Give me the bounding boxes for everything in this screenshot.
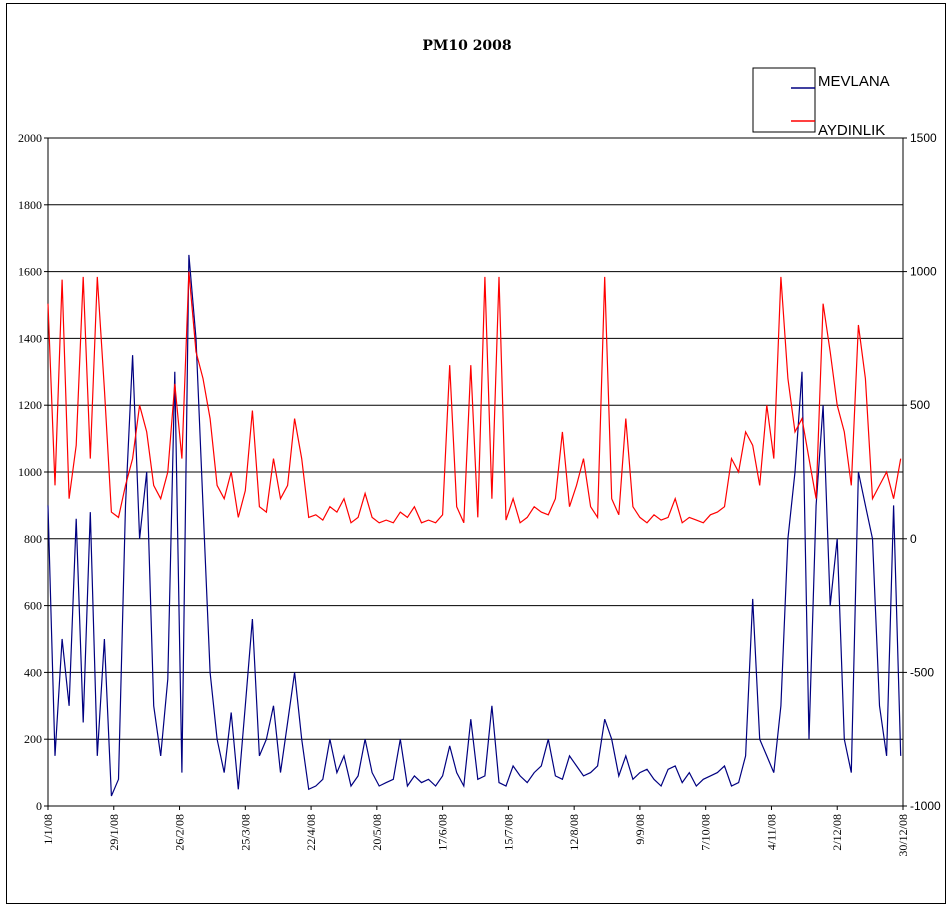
left-tick-label-10: 2000 xyxy=(18,131,42,145)
x-tick-label-13: 30/12/08 xyxy=(896,814,910,857)
left-tick-label-8: 1600 xyxy=(18,265,42,279)
left-tick-label-7: 1400 xyxy=(18,331,42,345)
left-tick-label-5: 1000 xyxy=(18,465,42,479)
x-tick-label-12: 2/12/08 xyxy=(830,814,844,851)
legend[interactable]: MEVLANA AYDINLIK xyxy=(752,67,890,139)
x-axis-ticks: 1/1/08 29/1/08 26/2/08 25/3/08 22/4/08 20/5/0… xyxy=(41,806,910,857)
right-axis-ticks: -1000 -500 0 500 1000 1500 xyxy=(903,131,941,813)
legend-label-aydinlik: AYDINLIK xyxy=(818,122,885,139)
x-tick-label-11: 4/11/08 xyxy=(764,814,778,850)
x-tick-label-10: 7/10/08 xyxy=(699,814,713,851)
left-tick-label-0: 0 xyxy=(36,799,42,813)
x-tick-label-7: 15/7/08 xyxy=(501,814,515,851)
legend-label-mevlana: MEVLANA xyxy=(818,73,890,90)
x-tick-label-0: 1/1/08 xyxy=(41,814,55,845)
left-tick-label-2: 400 xyxy=(24,665,42,679)
series-line-aydinlik xyxy=(47,271,902,524)
x-tick-label-3: 25/3/08 xyxy=(238,814,252,851)
right-tick-label-4: 1000 xyxy=(910,265,937,279)
left-tick-label-9: 1800 xyxy=(18,198,42,212)
left-tick-label-3: 600 xyxy=(24,599,42,613)
x-tick-label-2: 26/2/08 xyxy=(173,814,187,851)
x-tick-label-8: 12/8/08 xyxy=(567,814,581,851)
pm10-line-chart: 0 200 400 600 800 1000 1200 1400 1600 1800 2000 -1… xyxy=(18,38,941,857)
right-tick-label-5: 1500 xyxy=(910,131,937,145)
x-tick-label-6: 17/6/08 xyxy=(436,814,450,851)
x-tick-label-1: 29/1/08 xyxy=(107,814,121,851)
left-tick-label-4: 800 xyxy=(24,532,42,546)
chart-frame: 0 200 400 600 800 1000 1200 1400 1600 1800 2000 -1… xyxy=(6,3,946,904)
left-tick-label-1: 200 xyxy=(24,732,42,746)
right-tick-label-1: -500 xyxy=(910,665,934,679)
left-axis-ticks: 0 200 400 600 800 1000 1200 1400 1600 1800 2000 xyxy=(18,131,48,813)
series-layer xyxy=(47,254,902,797)
right-tick-label-2: 0 xyxy=(910,532,917,546)
left-tick-label-6: 1200 xyxy=(18,398,42,412)
legend-box xyxy=(752,67,816,133)
right-tick-label-3: 500 xyxy=(910,398,930,412)
right-tick-label-0: -1000 xyxy=(910,799,941,813)
x-tick-label-5: 20/5/08 xyxy=(370,814,384,851)
chart-title: PM10 2008 xyxy=(422,38,511,54)
x-tick-label-4: 22/4/08 xyxy=(304,814,318,851)
series-line-mevlana xyxy=(47,254,902,797)
x-tick-label-9: 9/9/08 xyxy=(633,814,647,845)
